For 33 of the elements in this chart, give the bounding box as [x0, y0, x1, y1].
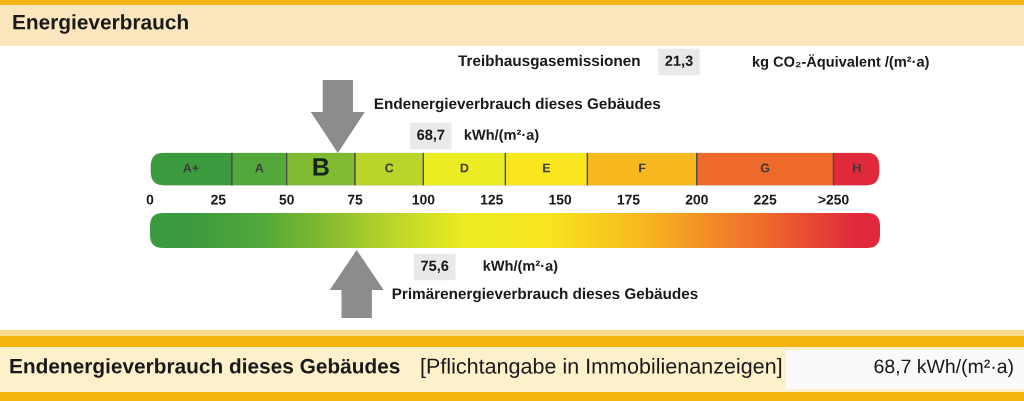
x-tick-label: 0 — [146, 194, 154, 205]
series-label: A+ — [183, 163, 199, 173]
x-tick-label: 200 — [685, 194, 708, 205]
x-tick-label: 125 — [481, 194, 503, 205]
ref-line-label: Primärenergieverbrauch dieses Gebäudes — [392, 287, 698, 303]
series-label: D — [460, 163, 469, 173]
text: 75,6 — [421, 260, 449, 274]
text: [Pflichtangabe in Immobilienanzeigen] — [421, 357, 782, 379]
x-tick-label: 150 — [549, 194, 572, 205]
x-tick-label: 25 — [211, 194, 226, 205]
text: 21,3 — [665, 55, 693, 69]
text: kg CO₂-Äquivalent /(m²·a) — [753, 54, 929, 70]
series-label: G — [760, 163, 770, 173]
x-tick-label: 175 — [617, 194, 640, 205]
x-tick-label: >250 — [818, 194, 849, 205]
text: Endenergieverbrauch dieses Gebäudes — [10, 358, 400, 378]
text: 68,7 — [417, 129, 445, 143]
text: kWh/(m²·a) — [464, 129, 539, 143]
chart-title: Energieverbrauch — [13, 14, 188, 34]
series-label: A — [255, 163, 264, 173]
series-label: B — [313, 158, 329, 176]
series-label: C — [385, 163, 394, 173]
x-tick-label: 225 — [754, 194, 777, 205]
ref-line-label: Endenergieverbrauch dieses Gebäudes — [374, 97, 661, 113]
x-tick-label: 100 — [412, 194, 435, 205]
series-label: H — [853, 163, 861, 173]
x-tick-label: 50 — [279, 194, 294, 205]
x-tick-label: 75 — [347, 194, 363, 205]
text: 68,7 kWh/(m²·a) — [874, 358, 1013, 378]
series-label: E — [543, 163, 551, 173]
text: kWh/(m²·a) — [483, 260, 558, 274]
series-label: F — [639, 163, 646, 173]
text: Treibhausgasemissionen — [458, 54, 640, 70]
